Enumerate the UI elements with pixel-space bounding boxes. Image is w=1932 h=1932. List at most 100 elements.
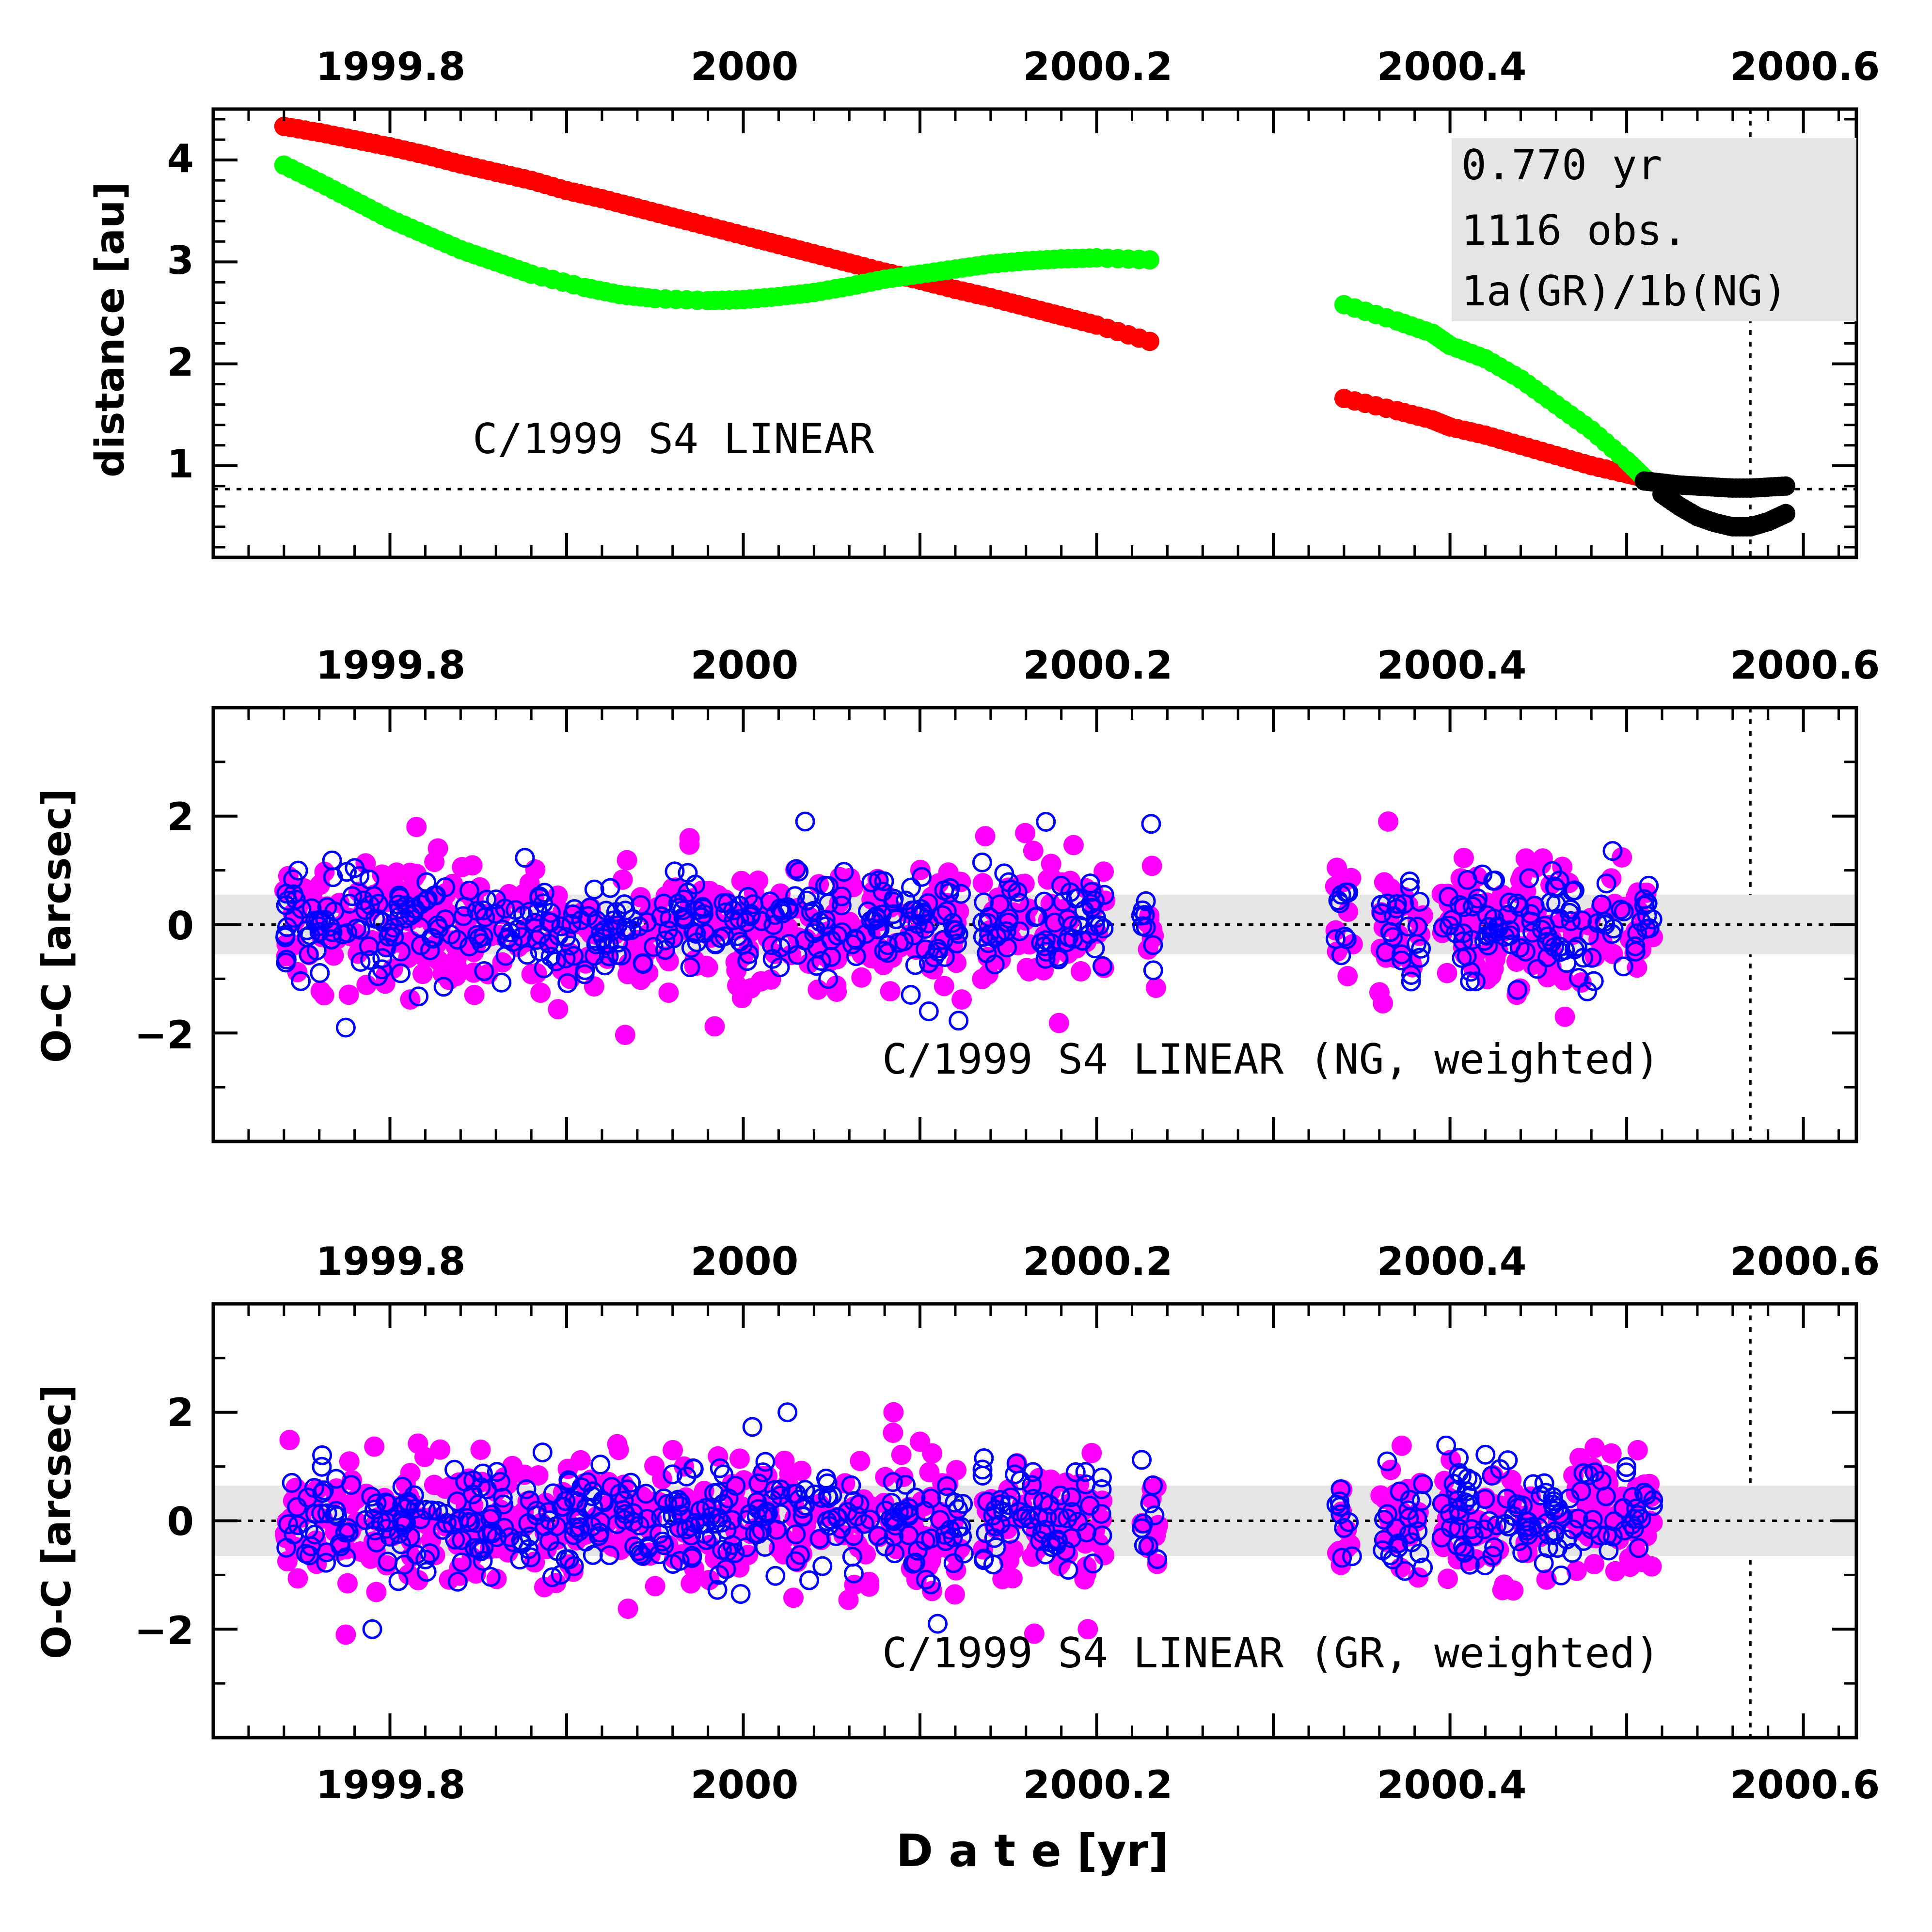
filled-residual-point xyxy=(294,878,315,899)
filled-residual-point xyxy=(408,1433,428,1454)
open-residual-point xyxy=(1531,1485,1551,1505)
open-residual-point xyxy=(288,1515,308,1536)
open-residual-point xyxy=(1049,1507,1070,1528)
open-residual-point xyxy=(1561,911,1581,931)
filled-residual-point xyxy=(1015,823,1036,843)
open-residual-point xyxy=(1330,1496,1350,1517)
open-residual-point xyxy=(1413,1557,1433,1578)
filled-residual-point xyxy=(372,864,393,885)
open-residual-point xyxy=(557,973,578,993)
open-residual-point xyxy=(474,1537,494,1558)
open-residual-point xyxy=(921,1574,941,1595)
open-residual-point xyxy=(806,919,826,940)
open-residual-point xyxy=(524,912,545,933)
filled-residual-point xyxy=(883,1423,903,1443)
y-axis-title: O-C [arcsec] xyxy=(34,1385,80,1659)
open-residual-point xyxy=(532,1442,553,1463)
open-residual-point xyxy=(1568,1508,1588,1529)
filled-residual-point xyxy=(934,976,954,997)
open-residual-point xyxy=(1475,1489,1495,1509)
filled-residual-point xyxy=(1376,947,1396,968)
distance-panel: 1999.8 2000 2000.2 2000.4 2000.6 1 2 3 4… xyxy=(87,44,1880,559)
open-residual-point xyxy=(1023,1462,1043,1482)
open-residual-point xyxy=(1000,1487,1021,1507)
open-residual-point xyxy=(633,953,653,973)
open-residual-point xyxy=(291,899,312,919)
open-residual-point xyxy=(855,924,876,944)
open-residual-point xyxy=(663,1554,683,1574)
open-residual-point xyxy=(447,1491,467,1512)
open-residual-point xyxy=(1326,929,1346,949)
open-residual-point xyxy=(998,1495,1019,1515)
open-residual-point xyxy=(974,1448,994,1468)
open-residual-point xyxy=(1140,1493,1160,1514)
open-residual-point xyxy=(534,883,554,903)
filled-residual-point xyxy=(1639,1473,1660,1494)
open-residual-point xyxy=(989,894,1010,915)
y-tick-label: 0 xyxy=(167,1499,194,1544)
open-residual-point xyxy=(1551,1565,1571,1585)
open-residual-point xyxy=(861,910,881,931)
open-residual-point xyxy=(564,899,585,919)
open-residual-point xyxy=(365,908,385,929)
open-residual-point xyxy=(276,952,296,973)
open-residual-point xyxy=(985,1516,1005,1536)
open-residual-point xyxy=(1371,895,1391,915)
open-residual-point xyxy=(1567,936,1587,957)
y-tick-label: 2 xyxy=(167,340,194,385)
open-residual-point xyxy=(797,890,817,911)
open-residual-point xyxy=(1131,905,1151,926)
open-residual-point xyxy=(582,1486,602,1506)
filled-residual-point xyxy=(528,1465,549,1486)
open-residual-point xyxy=(297,920,317,940)
open-residual-point xyxy=(685,874,706,895)
open-residual-point xyxy=(1132,1450,1152,1470)
open-residual-point xyxy=(1637,893,1658,913)
open-residual-point xyxy=(391,963,411,983)
open-residual-point xyxy=(518,1513,538,1533)
open-residual-point xyxy=(1455,1542,1475,1563)
open-residual-point xyxy=(752,1520,772,1540)
x-tick-label: 2000.6 xyxy=(1730,1762,1880,1807)
open-residual-point xyxy=(713,1494,733,1514)
open-residual-point xyxy=(895,890,916,911)
open-residual-point xyxy=(1625,936,1646,956)
open-residual-point xyxy=(1478,917,1499,937)
open-residual-point xyxy=(739,944,759,964)
open-residual-point xyxy=(1408,1521,1428,1541)
open-residual-point xyxy=(487,1462,507,1482)
open-residual-point xyxy=(326,1501,347,1521)
filled-residual-point xyxy=(1041,854,1061,874)
distance-frame xyxy=(211,107,1858,559)
filled-residual-point xyxy=(972,873,993,894)
filled-residual-point xyxy=(1584,1554,1604,1575)
y-tick-label: −2 xyxy=(134,1013,194,1058)
open-residual-point xyxy=(608,933,628,953)
open-residual-point xyxy=(590,922,611,943)
open-residual-point xyxy=(312,1483,333,1503)
filled-residual-point xyxy=(618,1599,638,1619)
filled-residual-point xyxy=(428,950,449,971)
open-residual-point xyxy=(905,1552,926,1573)
open-residual-point xyxy=(1027,906,1047,926)
open-residual-point xyxy=(758,1503,778,1523)
filled-residual-point xyxy=(1554,1006,1575,1027)
open-residual-point xyxy=(1602,1526,1623,1547)
x-axis-title: D a t e [yr] xyxy=(896,1825,1169,1877)
open-residual-point xyxy=(937,1476,957,1496)
open-residual-point xyxy=(712,1512,732,1533)
x-tick-label: 2000.2 xyxy=(1023,44,1173,89)
open-residual-point xyxy=(1548,1498,1568,1518)
y-tick-label: 2 xyxy=(167,794,194,839)
x-tick-label: 2000.4 xyxy=(1377,1762,1527,1807)
geocentric-point xyxy=(1140,250,1159,270)
open-residual-point xyxy=(378,1552,398,1572)
x-tick-label: 2000 xyxy=(691,1762,799,1807)
open-residual-point xyxy=(614,1490,634,1511)
open-residual-point xyxy=(1637,905,1657,926)
open-residual-point xyxy=(614,894,634,915)
open-residual-point xyxy=(816,1469,836,1489)
filled-residual-point xyxy=(323,945,344,966)
open-residual-point xyxy=(389,1524,409,1544)
open-residual-point xyxy=(974,1548,994,1568)
